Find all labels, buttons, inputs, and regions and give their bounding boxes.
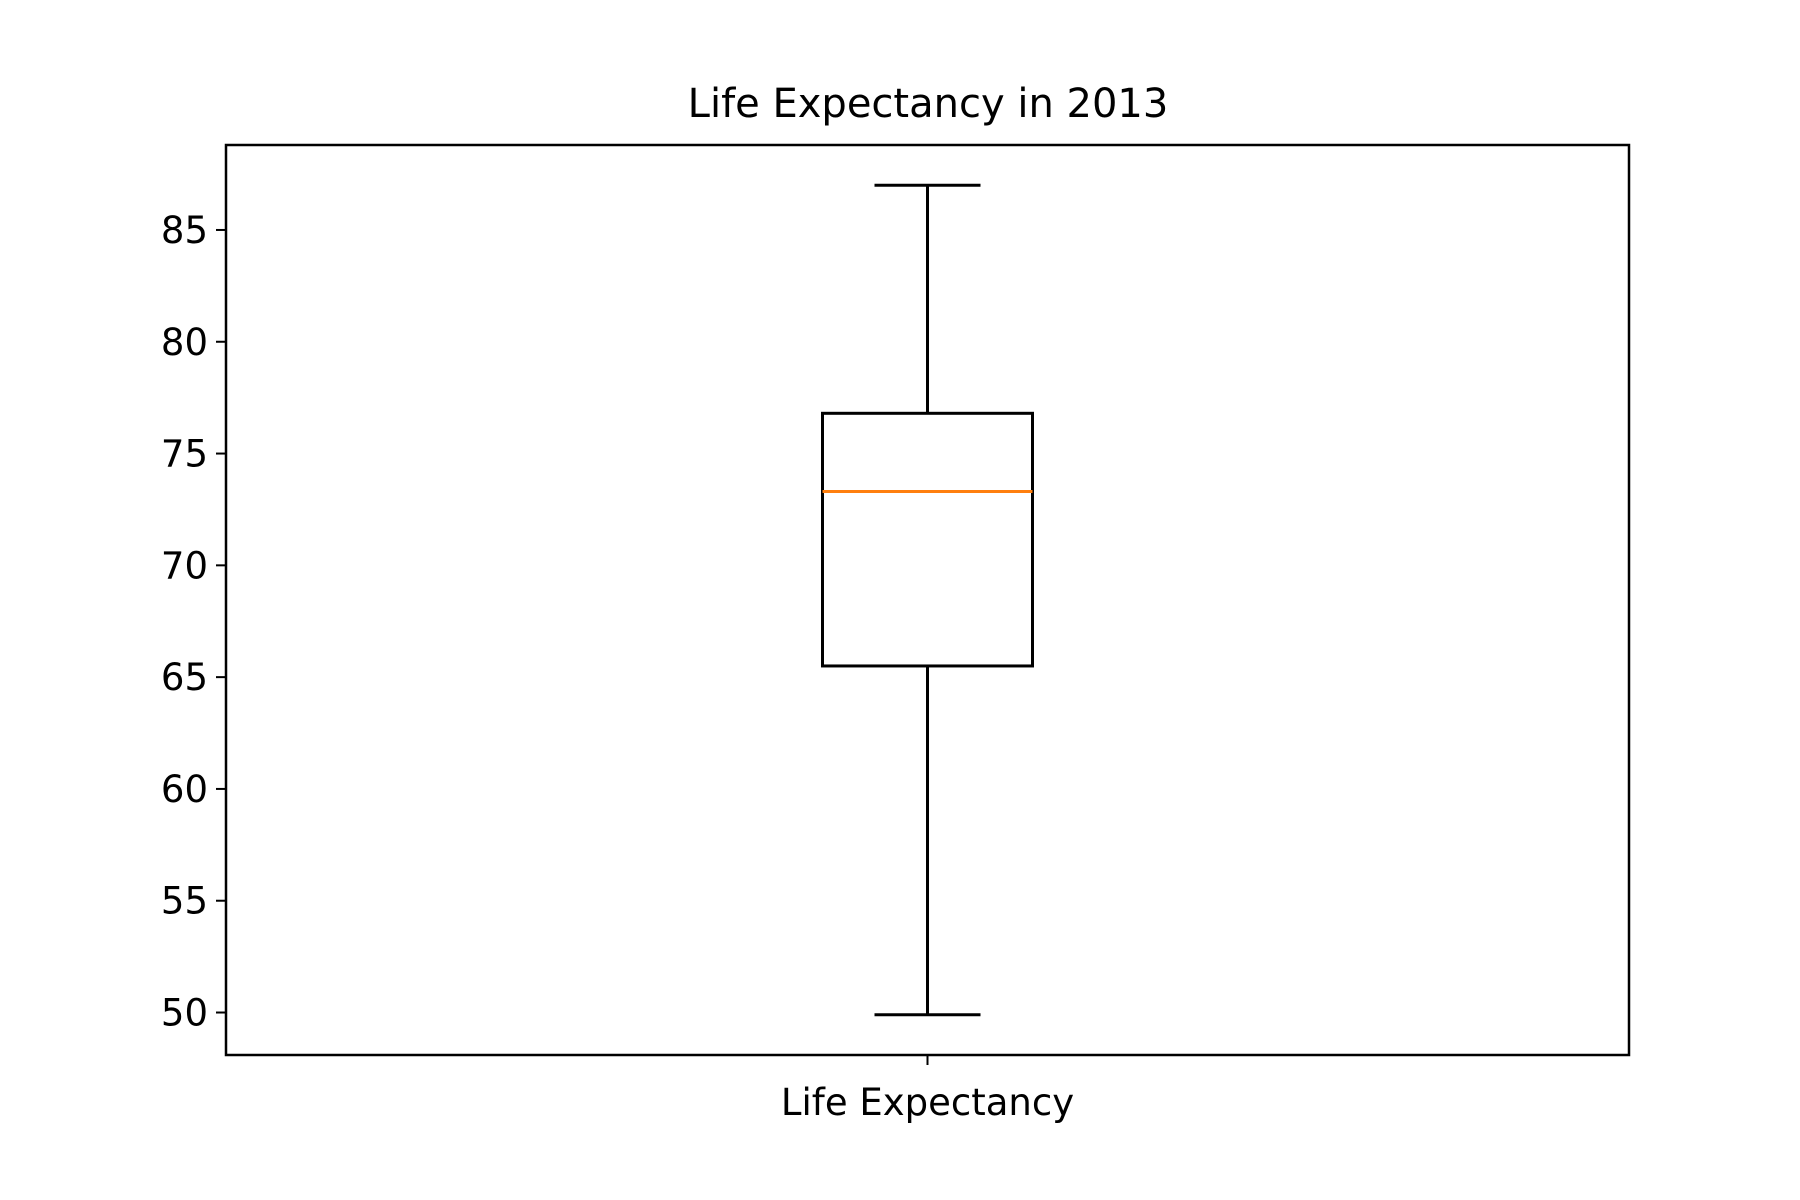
y-tick-label: 80 bbox=[161, 321, 208, 364]
y-tick-label: 60 bbox=[161, 768, 208, 811]
plot-area: 50 55 60 65 70 75 80 85 Life Expectancy bbox=[161, 143, 1631, 1124]
y-tick-label: 85 bbox=[161, 209, 208, 252]
y-tick-label: 70 bbox=[161, 544, 208, 587]
y-tick-label: 50 bbox=[161, 992, 208, 1035]
y-tick-label: 65 bbox=[161, 656, 208, 699]
chart-title: Life Expectancy in 2013 bbox=[688, 81, 1169, 127]
x-tick-label: Life Expectancy bbox=[781, 1081, 1074, 1124]
y-tick-label: 75 bbox=[161, 433, 208, 476]
box bbox=[821, 411, 1034, 668]
y-tick-label: 55 bbox=[161, 880, 208, 923]
